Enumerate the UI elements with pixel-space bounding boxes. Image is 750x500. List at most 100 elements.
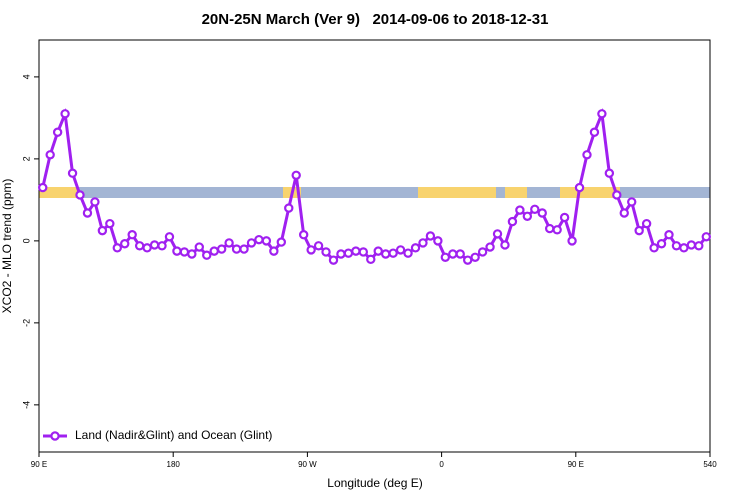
data-point <box>380 249 391 259</box>
data-point <box>82 208 93 218</box>
data-point <box>336 249 346 259</box>
data-point <box>239 244 249 254</box>
data-point <box>403 248 413 258</box>
data-point <box>224 238 234 248</box>
data-point <box>701 232 711 242</box>
data-point <box>52 127 63 137</box>
data-point <box>418 238 428 248</box>
data-point <box>38 182 48 193</box>
data-point <box>75 190 85 200</box>
data-point <box>656 239 667 249</box>
data-point <box>202 250 212 260</box>
data-point <box>90 197 100 207</box>
data-point <box>462 255 473 265</box>
data-point <box>664 230 674 240</box>
data-point <box>142 243 152 253</box>
data-point <box>313 241 324 251</box>
data-point <box>231 244 242 254</box>
data-point <box>209 246 219 256</box>
data-point <box>627 197 637 207</box>
data-point <box>589 127 600 137</box>
data-point <box>515 205 525 215</box>
data-point <box>641 218 652 229</box>
data-point <box>567 236 577 246</box>
data-point <box>395 245 406 255</box>
data-point <box>164 232 175 242</box>
data-point <box>448 249 458 259</box>
data-point <box>187 249 197 259</box>
data-point <box>522 211 533 221</box>
data-point <box>60 109 70 119</box>
x-tick-label: 180 <box>167 460 181 469</box>
legend-label: Land (Nadir&Glint) and Ocean (Glint) <box>75 428 272 442</box>
data-point <box>388 248 398 258</box>
data-point <box>410 243 421 253</box>
data-point <box>440 252 451 262</box>
y-tick-label: 4 <box>21 74 31 79</box>
data-point <box>582 150 592 160</box>
data-point <box>485 242 495 252</box>
data-point <box>127 230 137 240</box>
x-tick-label: 540 <box>703 460 717 469</box>
data-point <box>105 218 115 229</box>
data-point <box>172 246 182 256</box>
y-axis-label: XCO2 - MLO trend (ppm) <box>0 179 14 314</box>
data-point <box>530 204 540 215</box>
chart-title: 20N-25N March (Ver 9) 2014-09-06 to 2018… <box>202 11 549 28</box>
data-point <box>425 231 436 241</box>
data-point <box>194 242 204 252</box>
x-tick-label: 90 E <box>568 460 584 469</box>
data-point <box>477 247 488 257</box>
data-point <box>433 236 443 246</box>
data-point <box>291 170 301 180</box>
data-point <box>559 212 570 223</box>
data-point <box>261 236 272 246</box>
data-point <box>574 182 585 193</box>
data-point <box>358 247 369 257</box>
data-point <box>694 241 704 251</box>
data-point <box>686 240 697 250</box>
data-point <box>179 247 190 257</box>
data-point <box>679 243 689 253</box>
data-point <box>492 229 503 239</box>
legend-marker <box>50 431 60 441</box>
data-point <box>597 109 607 119</box>
data-point <box>97 225 108 236</box>
data-point <box>269 246 279 256</box>
y-tick-label: 2 <box>21 156 31 161</box>
x-axis-label: Longitude (deg E) <box>327 476 422 490</box>
data-point <box>619 208 629 218</box>
data-point <box>634 225 644 236</box>
data-point <box>120 239 130 249</box>
data-point <box>470 252 480 262</box>
data-point <box>671 241 682 251</box>
data-point <box>552 225 562 235</box>
data-point <box>254 234 264 245</box>
data-point <box>545 223 555 234</box>
data-point <box>500 240 510 250</box>
y-tick-label: 0 <box>21 238 31 243</box>
data-point <box>216 244 227 254</box>
data-point <box>612 190 622 200</box>
data-point <box>649 243 659 253</box>
data-point <box>455 249 465 259</box>
data-point <box>67 168 78 178</box>
series-line <box>41 107 708 263</box>
data-point <box>321 247 331 257</box>
data-point <box>149 240 160 250</box>
land-ocean-strip <box>39 187 710 198</box>
data-point <box>246 238 257 248</box>
x-tick-label: 90 E <box>31 460 47 469</box>
y-tick-label: -4 <box>21 401 31 409</box>
x-tick-label: 0 <box>439 460 444 469</box>
data-point <box>507 216 518 227</box>
data-point <box>112 243 122 253</box>
data-point <box>284 203 294 213</box>
data-point <box>157 241 167 251</box>
data-point <box>351 246 361 256</box>
data-point <box>366 254 376 265</box>
data-point <box>298 230 309 240</box>
data-point <box>373 246 383 256</box>
y-tick-label: -2 <box>21 319 31 327</box>
